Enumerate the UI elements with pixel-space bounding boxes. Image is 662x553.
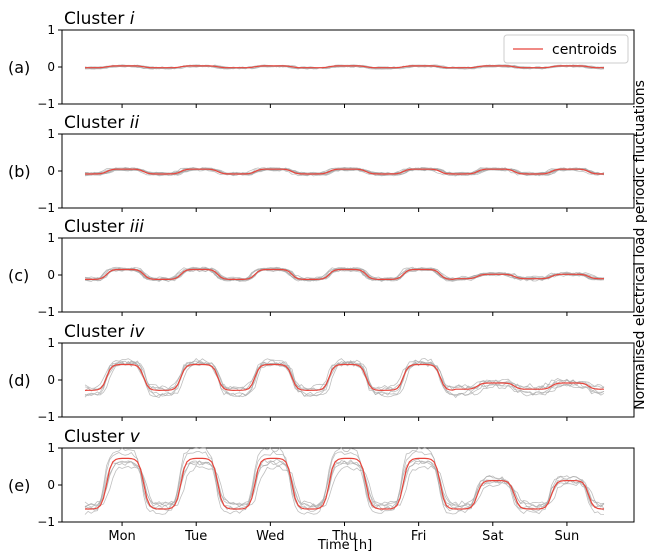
- centroid-series-line: [84, 363, 604, 392]
- panel-letter: (c): [8, 266, 29, 285]
- y-tick-label: 1: [47, 127, 55, 141]
- panel-title-numeral: i: [130, 9, 135, 29]
- y-tick-label: 0: [47, 268, 55, 282]
- panel-title-prefix: Cluster: [64, 9, 130, 29]
- x-tick-label: Mon: [108, 529, 135, 544]
- x-axis-label: Time [h]: [317, 538, 372, 553]
- member-series-line: [84, 450, 605, 512]
- x-tick-label: Sat: [482, 529, 503, 544]
- centroid-series-line: [85, 65, 604, 69]
- panel-title: Cluster i: [64, 9, 135, 29]
- plot-frame: [61, 447, 635, 523]
- legend: centroids: [503, 34, 629, 64]
- x-tick-label: Tue: [184, 529, 207, 544]
- panel-title-prefix: Cluster: [64, 427, 130, 447]
- panel-title-prefix: Cluster: [64, 322, 130, 342]
- y-tick-label: −1: [37, 515, 55, 529]
- panel-letter: (e): [8, 476, 30, 495]
- panel-letter: (d): [8, 371, 31, 390]
- y-tick-label: 1: [47, 336, 55, 350]
- y-tick-label: 0: [47, 60, 55, 74]
- y-tick-label: 0: [47, 478, 55, 492]
- x-tick-label: Thu: [331, 529, 356, 544]
- panel-letter: (a): [8, 58, 30, 77]
- x-tick-label: Fri: [411, 529, 427, 544]
- y-tick-label: 0: [47, 373, 55, 387]
- panel-title-numeral: iii: [130, 217, 144, 237]
- panels: Cluster i (a) 1 0 −1 centroids Cluster ii (b) 1 0…: [8, 9, 635, 529]
- panel-title-numeral: v: [130, 427, 141, 447]
- member-series-line: [84, 458, 605, 510]
- member-series-line: [84, 357, 605, 397]
- panel-title: Cluster v: [64, 427, 141, 447]
- panel-4: Cluster iv (d) 1 0 −1: [8, 322, 635, 424]
- y-tick-label: −1: [37, 410, 55, 424]
- member-series-line: [84, 361, 605, 398]
- member-series-line: [84, 447, 605, 515]
- panel-title: Cluster iii: [64, 217, 144, 237]
- member-series-line: [84, 167, 605, 175]
- panel-title-numeral: iv: [130, 322, 146, 342]
- y-tick-label: 1: [47, 23, 55, 37]
- x-tick-label: Sun: [555, 529, 580, 544]
- centroid-series-line: [85, 168, 605, 175]
- panel-2: Cluster ii (b) 1 0 −1: [8, 113, 635, 215]
- y-tick-label: −1: [37, 305, 55, 319]
- panel-title-prefix: Cluster: [64, 113, 130, 133]
- plot-frame: [61, 342, 635, 418]
- y-tick-label: −1: [37, 97, 55, 111]
- centroid-series-line: [85, 457, 605, 510]
- y-tick-label: −1: [37, 201, 55, 215]
- x-tick-label: Wed: [256, 529, 284, 544]
- centroid-series-line: [85, 268, 604, 281]
- legend-label: centroids: [552, 42, 617, 58]
- member-series-line: [84, 465, 605, 509]
- member-series-line: [84, 460, 605, 508]
- y-axis-label: Normalised electrical load periodic fluc…: [632, 80, 648, 410]
- panel-1: Cluster i (a) 1 0 −1 centroids: [8, 9, 635, 111]
- panel-5: Cluster v (e) 1 0 −1: [8, 427, 635, 529]
- panel-3: Cluster iii (c) 1 0 −1: [8, 217, 635, 319]
- panel-title: Cluster ii: [64, 113, 139, 133]
- member-series-line: [84, 360, 605, 392]
- y-tick-label: 0: [47, 164, 55, 178]
- panel-title-prefix: Cluster: [64, 217, 130, 237]
- member-series-line: [84, 460, 605, 507]
- panel-title-numeral: ii: [130, 113, 140, 133]
- x-tick-labels: Mon Tue Wed Thu Fri Sat Sun: [108, 529, 579, 544]
- y-tick-label: 1: [47, 231, 55, 245]
- y-tick-label: 1: [47, 441, 55, 455]
- panel-title: Cluster iv: [64, 322, 145, 342]
- panel-letter: (b): [8, 162, 31, 181]
- legend-box: [503, 34, 629, 64]
